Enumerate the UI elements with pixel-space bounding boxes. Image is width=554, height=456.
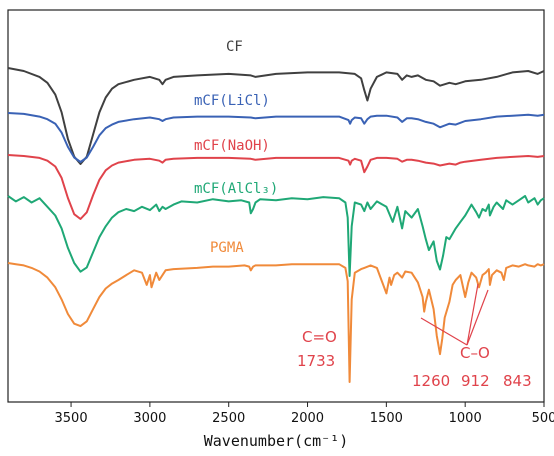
annotation-912: 912: [461, 372, 490, 390]
annotation-1260: 1260: [412, 372, 450, 390]
x-tick-label: 2000: [291, 411, 324, 426]
series-line-1: [7, 112, 545, 163]
annotation-connector-1260: [420, 317, 468, 346]
plot-frame: [7, 9, 545, 403]
annotation-connector-912: [466, 283, 479, 346]
series-label-mcf-alcl3: mCF(AlCl₃): [194, 181, 278, 197]
annotation-co-double: C=O: [302, 328, 337, 346]
series-line-3: [7, 195, 545, 277]
x-tick-label: 500: [532, 411, 554, 426]
x-tick-label: 1500: [370, 411, 403, 426]
x-tick-label: 3500: [55, 411, 88, 426]
x-axis: 3500 3000 2500 2000 1500 1000 500: [55, 402, 554, 426]
series-label-mcf-naoh: mCF(NaOH): [194, 138, 270, 154]
series-line-4: [7, 262, 545, 383]
series-label-cf: CF: [226, 39, 243, 55]
annotation-843: 843: [503, 372, 532, 390]
annotation-co-single: C–O: [460, 344, 490, 362]
x-tick-label: 1000: [449, 411, 482, 426]
x-axis-title: Wavenumber(cm⁻¹): [204, 432, 349, 450]
annotation-connector-843: [466, 289, 489, 346]
series-label-mcf-licl: mCF(LiCl): [194, 93, 270, 109]
annotation-1733: 1733: [297, 352, 335, 370]
x-tick-label: 2500: [212, 411, 245, 426]
x-tick-label: 3000: [133, 411, 166, 426]
series-label-pgma: PGMA: [210, 240, 244, 256]
spectra: [7, 67, 545, 383]
series-line-2: [7, 154, 545, 220]
